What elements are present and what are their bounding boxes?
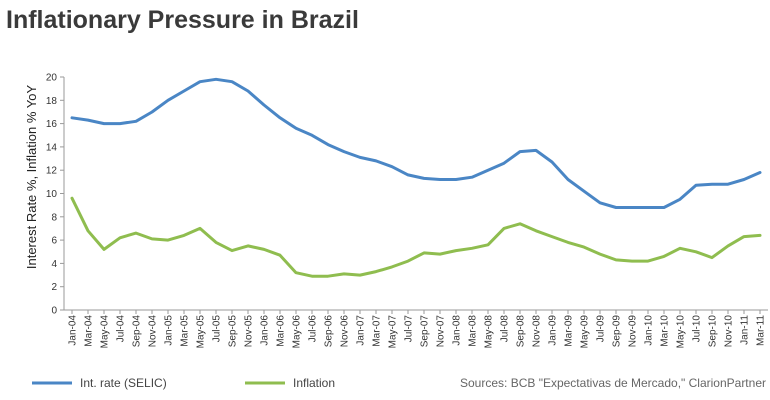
x-tick-label: May-06 [292, 315, 303, 349]
x-tick-label: Jul-07 [404, 315, 415, 343]
y-tick-label: 10 [46, 189, 58, 200]
y-tick-label: 8 [51, 212, 57, 223]
x-tick-labels: Jan-04 Mar-04 May-04 Jul-04 Sep-04 Nov-04 Jan-… [68, 310, 767, 348]
x-tick-label: Sep-06 [324, 315, 335, 348]
series-line-inflation [70, 196, 762, 278]
y-axis-label: Interest Rate %, Inflation % YoY [24, 85, 39, 270]
x-tick-label: Jan-11 [740, 315, 751, 345]
x-tick-label: May-07 [388, 315, 399, 349]
x-tick-label: May-08 [484, 315, 495, 349]
x-tick-label: Jul-10 [692, 315, 703, 343]
legend-label-selic: Int. rate (SELIC) [80, 376, 167, 390]
x-tick-label: Sep-10 [708, 315, 719, 348]
x-tick-label: May-10 [676, 315, 687, 349]
series-line-selic [70, 77, 762, 209]
x-tick-label: Mar-04 [84, 315, 95, 347]
y-tick-label: 4 [51, 259, 57, 270]
x-tick-label: Jul-05 [212, 315, 223, 343]
y-tick-label: 14 [46, 142, 58, 153]
x-tick-label: Mar-05 [180, 315, 191, 347]
x-tick-label: Nov-04 [148, 315, 159, 348]
x-tick-label: Nov-10 [724, 315, 735, 348]
x-tick-label: Jul-08 [500, 315, 511, 343]
x-tick-label: Jan-10 [644, 315, 655, 346]
y-tick-label: 12 [46, 166, 58, 177]
y-tick-label: 20 [46, 73, 58, 84]
x-tick-label: Nov-05 [244, 315, 255, 348]
y-tick-label: 0 [51, 306, 57, 317]
x-tick-label: Mar-09 [564, 315, 575, 347]
x-tick-label: May-09 [580, 315, 591, 349]
x-tick-label: Jul-06 [308, 315, 319, 343]
x-tick-label: Mar-11 [756, 315, 767, 346]
x-tick-label: Mar-10 [660, 315, 671, 347]
x-tick-label: Nov-09 [628, 315, 639, 348]
x-tick-label: Nov-08 [532, 315, 543, 348]
x-tick-label: Nov-07 [436, 315, 447, 348]
x-tick-label: Jul-04 [116, 315, 127, 343]
x-tick-label: Jan-08 [452, 315, 463, 346]
x-tick-label: Jul-09 [596, 315, 607, 343]
x-tick-label: Jan-07 [356, 315, 367, 346]
x-tick-label: Mar-06 [276, 315, 287, 347]
legend-label-inflation: Inflation [293, 376, 335, 390]
source-note: Sources: BCB "Expectativas de Mercado," … [460, 376, 766, 390]
x-tick-label: Mar-07 [372, 315, 383, 347]
y-tick-label: 2 [51, 282, 57, 293]
chart-title: Inflationary Pressure in Brazil [6, 6, 359, 34]
x-tick-label: Jan-06 [260, 315, 271, 346]
x-tick-label: Sep-08 [516, 315, 527, 348]
x-tick-label: Sep-09 [612, 315, 623, 348]
x-tick-label: Sep-04 [132, 315, 143, 348]
y-tick-label: 18 [46, 96, 58, 107]
x-tick-label: Nov-06 [340, 315, 351, 348]
x-tick-label: Jan-09 [548, 315, 559, 346]
y-tick-label: 6 [51, 236, 57, 247]
y-tick-labels: 0 2 4 6 8 10 12 14 16 18 20 [46, 73, 64, 317]
x-tick-label: May-04 [100, 315, 111, 349]
axes [63, 77, 768, 311]
x-tick-label: Mar-08 [468, 315, 479, 347]
x-tick-label: Jan-04 [68, 315, 79, 346]
y-tick-label: 16 [46, 119, 58, 130]
series-lines [70, 77, 762, 278]
legend: Int. rate (SELIC) Inflation [32, 376, 335, 390]
x-tick-label: Jan-05 [164, 315, 175, 346]
x-tick-label: Sep-05 [228, 315, 239, 348]
x-tick-label: May-05 [196, 315, 207, 349]
x-tick-label: Sep-07 [420, 315, 431, 348]
